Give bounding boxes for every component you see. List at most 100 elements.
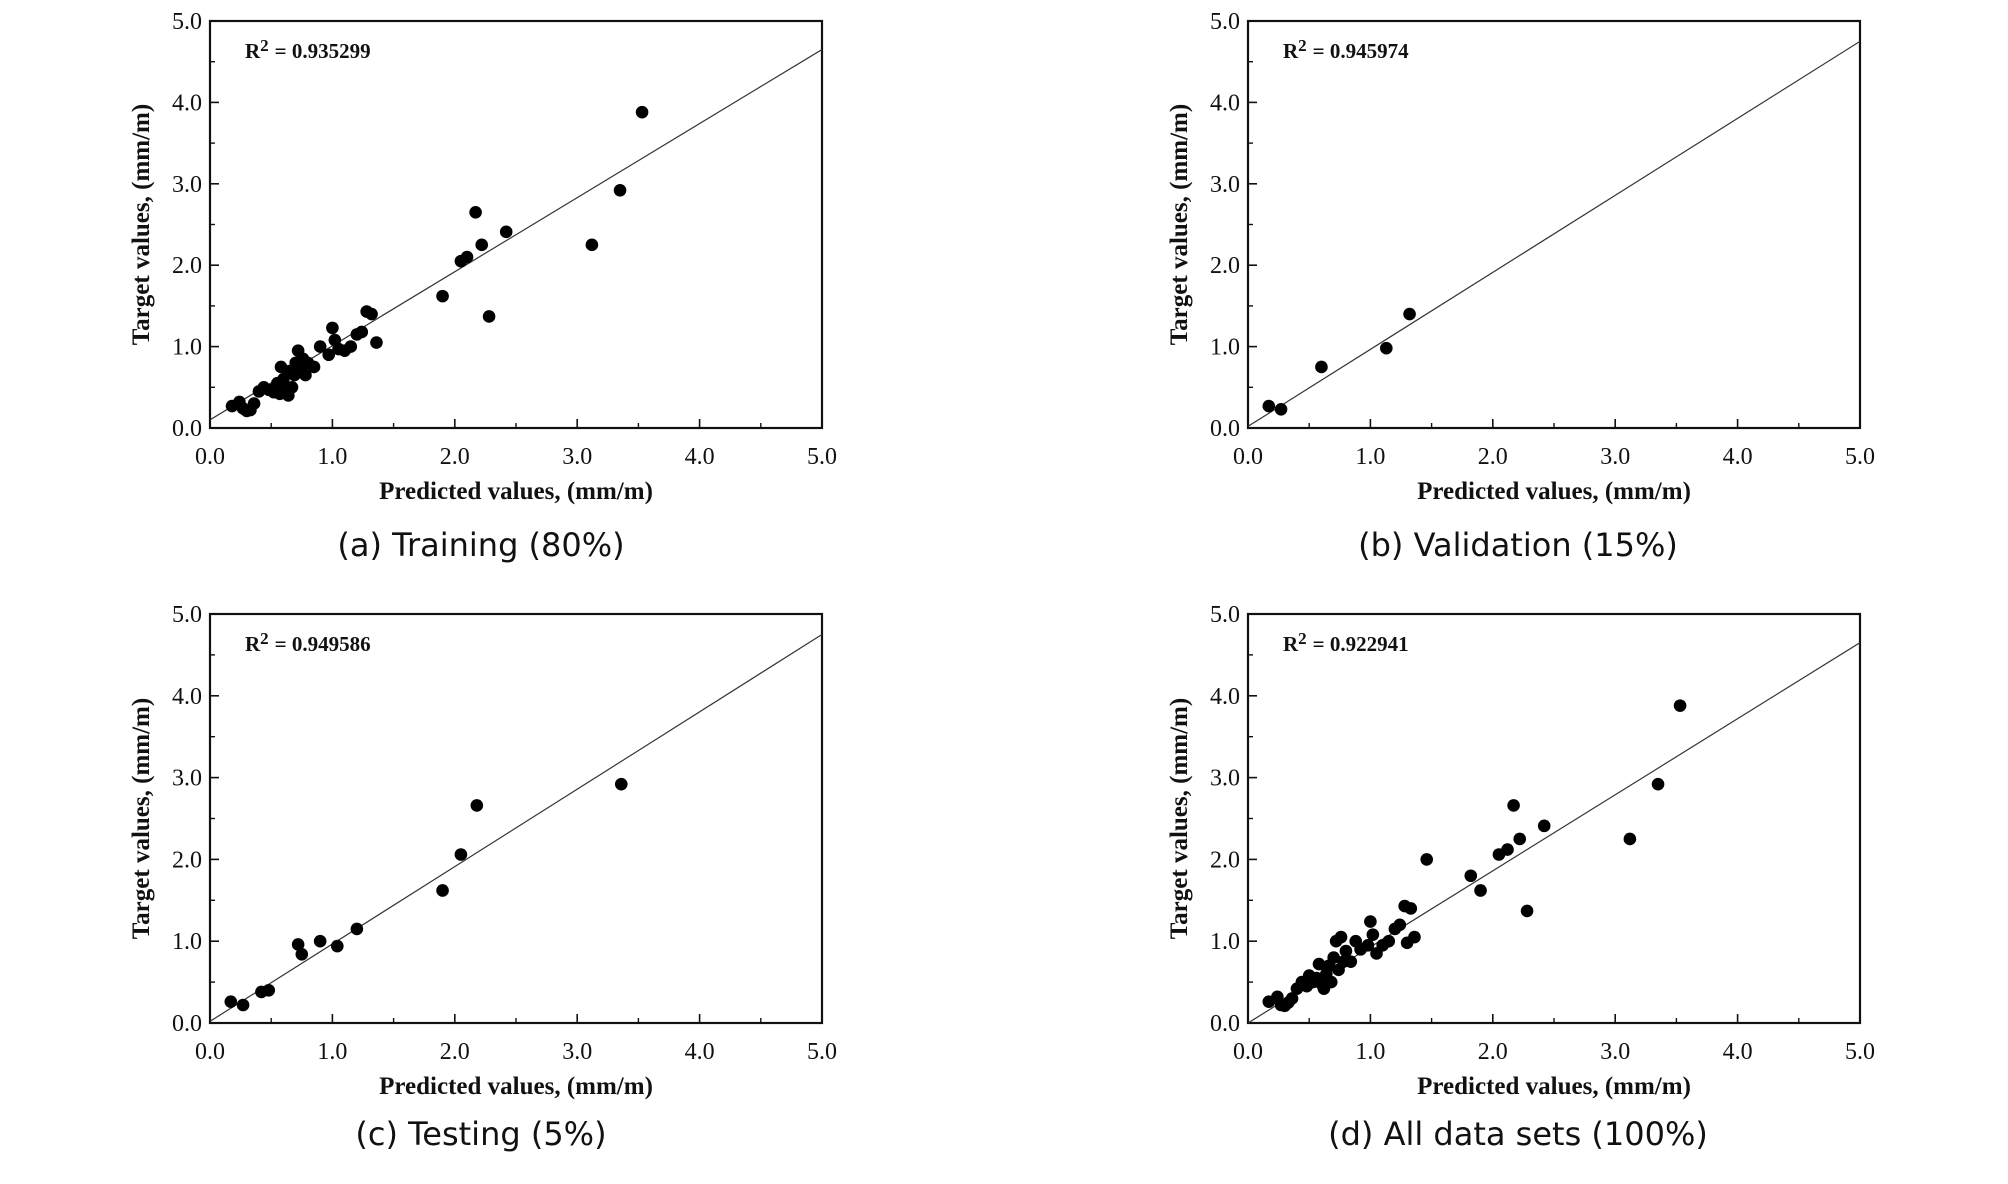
data-point [1623, 832, 1637, 846]
data-point [436, 289, 449, 303]
data-point [370, 336, 383, 349]
data-point [1382, 934, 1396, 948]
r2-superscript: 2 [260, 36, 269, 55]
x-tick-label: 0.0 [195, 1039, 225, 1065]
data-point [613, 184, 627, 197]
data-point [475, 238, 489, 252]
y-axis-label: Target values, (mm/m) [1166, 698, 1193, 939]
data-point [469, 205, 482, 219]
y-axis-label: Target values, (mm/m) [128, 698, 155, 939]
x-tick-label: 3.0 [1600, 1039, 1630, 1065]
data-point [1474, 884, 1487, 897]
data-point [291, 938, 305, 951]
data-point [326, 321, 339, 335]
x-tick-label: 4.0 [1723, 444, 1753, 470]
r2-annotation: R2 = 0.949586 [245, 629, 371, 656]
y-tick-label: 3.0 [172, 172, 202, 198]
data-point [1315, 360, 1328, 374]
chart-panel-b: 0.0 1.0 2.0 3.0 4.0 5.0 0.0 1.0 2.0 3.0 4.0 5.0 Pred… [1166, 9, 1875, 564]
x-axis-label: Predicted values, (mm/m) [1417, 1073, 1691, 1100]
data-point [1361, 938, 1375, 952]
data-point [635, 105, 649, 119]
data-point [1327, 951, 1340, 964]
x-tick-label: 1.0 [317, 1039, 347, 1065]
x-tick-label: 3.0 [1600, 444, 1630, 470]
data-point [1380, 341, 1393, 355]
data-point [1537, 819, 1551, 833]
r2-annotation: R2 = 0.922941 [1283, 629, 1409, 656]
data-point [313, 934, 327, 948]
x-tick-label: 1.0 [317, 444, 347, 470]
data-point [1312, 957, 1326, 971]
panel-caption: (c) Testing (5%) [355, 1115, 606, 1153]
x-tick-label: 4.0 [685, 444, 715, 470]
y-tick-label: 5.0 [1210, 9, 1240, 35]
data-point [295, 947, 309, 961]
y-tick-label: 2.0 [172, 847, 202, 873]
x-tick-label: 0.0 [195, 444, 225, 470]
x-tick-label: 5.0 [1845, 1039, 1875, 1065]
data-point [470, 799, 484, 812]
y-axis-label: Target values, (mm/m) [128, 104, 155, 345]
data-point [344, 340, 358, 353]
x-tick-label: 4.0 [1723, 1039, 1753, 1065]
data-point [330, 939, 344, 953]
x-tick-label: 3.0 [562, 444, 592, 470]
data-point [247, 397, 261, 410]
data-point [262, 983, 276, 997]
y-tick-label: 0.0 [1210, 416, 1240, 442]
data-point [224, 995, 238, 1009]
data-point [1393, 918, 1407, 932]
y-tick-label: 4.0 [172, 90, 202, 116]
data-point [1501, 843, 1514, 856]
x-tick-label: 2.0 [440, 1039, 470, 1065]
data-point [1364, 915, 1377, 928]
x-tick-label: 2.0 [1478, 444, 1508, 470]
data-point [614, 777, 628, 791]
y-tick-label: 5.0 [172, 602, 202, 628]
data-point [436, 884, 449, 897]
data-point [1366, 928, 1380, 941]
x-tick-label: 2.0 [1478, 1039, 1508, 1065]
data-point [1673, 699, 1687, 712]
y-tick-label: 1.0 [172, 929, 202, 955]
panel-caption: (d) All data sets (100%) [1328, 1115, 1708, 1153]
r2-superscript: 2 [1298, 629, 1307, 648]
data-point [299, 368, 312, 382]
r2-symbol: R [1283, 39, 1299, 63]
x-tick-label: 5.0 [1845, 444, 1875, 470]
data-point [307, 360, 321, 374]
x-tick-label: 0.0 [1233, 444, 1263, 470]
x-tick-label: 4.0 [685, 1039, 715, 1065]
plot-frame [208, 612, 824, 1025]
data-point [1262, 399, 1276, 413]
data-point [365, 307, 378, 321]
chart-panel-d: 0.0 1.0 2.0 3.0 4.0 5.0 0.0 1.0 2.0 3.0 4.0 5.0 Pred… [1166, 602, 1875, 1153]
data-point [499, 225, 513, 239]
data-point [355, 325, 369, 339]
y-tick-label: 0.0 [172, 1011, 202, 1037]
x-tick-label: 0.0 [1233, 1039, 1263, 1065]
fit-line [210, 633, 822, 1022]
data-point [1464, 869, 1478, 883]
x-axis-label: Predicted values, (mm/m) [379, 478, 653, 505]
r2-superscript: 2 [1298, 36, 1307, 55]
y-tick-label: 4.0 [1210, 684, 1240, 710]
data-point [285, 381, 299, 394]
data-point [1324, 975, 1338, 989]
x-tick-label: 2.0 [440, 444, 470, 470]
data-point [482, 310, 496, 323]
y-tick-label: 3.0 [1210, 766, 1240, 792]
y-tick-label: 0.0 [172, 416, 202, 442]
x-tick-label: 5.0 [807, 1039, 837, 1065]
x-tick-label: 1.0 [1355, 444, 1385, 470]
data-point [1420, 853, 1434, 866]
r2-annotation: R2 = 0.935299 [245, 36, 371, 63]
x-axis-label: Predicted values, (mm/m) [1417, 478, 1691, 505]
data-point [322, 348, 336, 362]
data-point [1285, 992, 1299, 1005]
data-point [1513, 832, 1527, 846]
r2-symbol: R [245, 39, 261, 63]
r2-value: = 0.922941 [1313, 632, 1409, 656]
r2-value: = 0.945974 [1313, 39, 1409, 63]
